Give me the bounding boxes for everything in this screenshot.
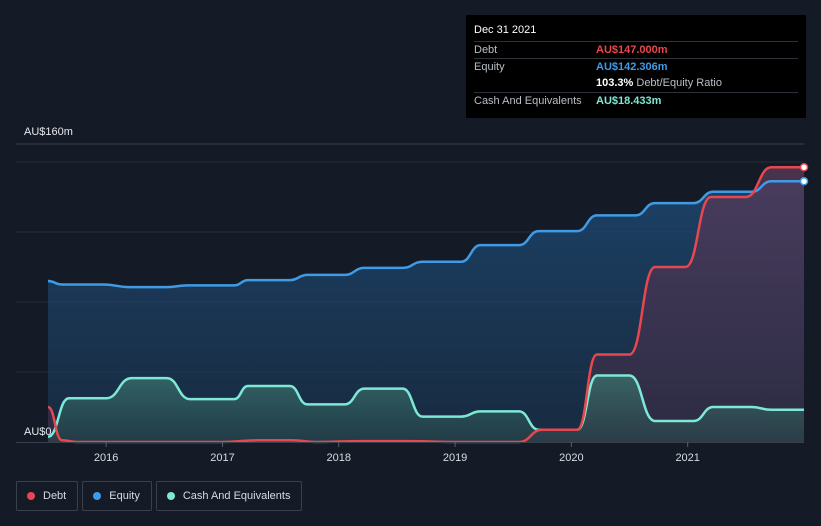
legend-label-equity: Equity <box>109 490 140 502</box>
chart-legend: Debt Equity Cash And Equivalents <box>16 481 303 511</box>
tooltip-panel: Dec 31 2021 Debt AU$147.000m Equity AU$1… <box>466 15 806 118</box>
legend-item-debt[interactable]: Debt <box>16 481 79 511</box>
area-debt <box>48 167 804 443</box>
tooltip-ratio-label: Debt/Equity Ratio <box>636 77 722 89</box>
x-tick-label-2021: 2021 <box>675 452 699 464</box>
y-axis-max-label: AU$160m <box>24 126 73 138</box>
axes: 2016 2017 2018 2019 2020 2021 <box>16 442 804 464</box>
tooltip-ratio-value: 103.3% <box>596 77 634 89</box>
x-tick-label-2019: 2019 <box>443 452 467 464</box>
line-cash <box>47 374 804 439</box>
area-cash <box>48 375 804 442</box>
series-end-markers <box>799 163 809 186</box>
y-axis-min-label: AU$0 <box>24 426 52 438</box>
tooltip-row-equity: Equity AU$142.306m <box>474 58 798 76</box>
tooltip-row-debt: Debt AU$147.000m <box>474 41 798 59</box>
tooltip-row-cash: Cash And Equivalents AU$18.433m <box>474 92 798 110</box>
legend-label-cash: Cash And Equivalents <box>182 490 291 502</box>
x-tick-label-2020: 2020 <box>559 452 583 464</box>
line-equity <box>47 180 804 289</box>
legend-item-equity[interactable]: Equity <box>82 481 152 511</box>
tooltip-row-ratio: 103.3% Debt/Equity Ratio <box>474 75 798 92</box>
x-tick-label-2017: 2017 <box>210 452 234 464</box>
tooltip-cash-label: Cash And Equivalents <box>474 95 582 107</box>
tooltip-date: Dec 31 2021 <box>474 24 537 36</box>
tooltip-debt-label: Debt <box>474 44 498 56</box>
legend-dot-equity <box>93 492 102 500</box>
legend-item-cash[interactable]: Cash And Equivalents <box>155 481 303 511</box>
end-marker-debt <box>799 163 809 172</box>
x-tick-label-2018: 2018 <box>327 452 351 464</box>
tooltip-equity-label: Equity <box>474 61 505 73</box>
legend-dot-cash <box>166 492 175 500</box>
legend-label-debt: Debt <box>43 490 67 502</box>
x-tick-label-2016: 2016 <box>94 452 118 464</box>
tooltip-debt-value: AU$147.000m <box>596 44 668 56</box>
tooltip-cash-value: AU$18.433m <box>596 95 662 107</box>
tooltip-equity-value: AU$142.306m <box>596 61 668 73</box>
series-areas <box>48 167 804 443</box>
legend-dot-debt <box>27 492 35 500</box>
end-marker-equity <box>799 177 809 186</box>
